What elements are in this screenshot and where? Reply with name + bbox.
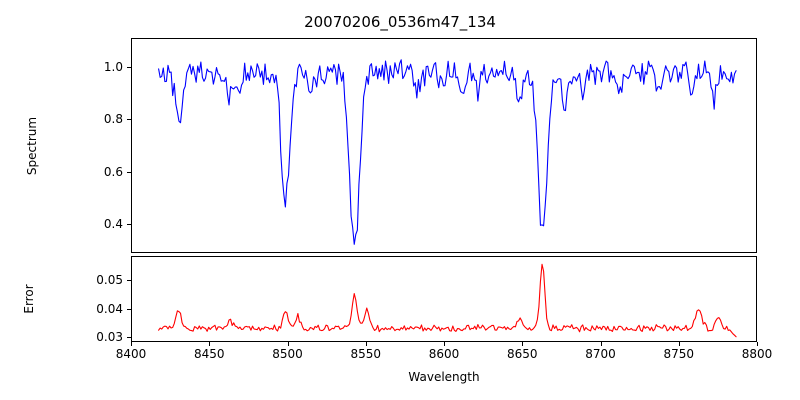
xtick-8400: 8400 [115,347,147,361]
spectrum-ytick-mark-1.0 [127,66,131,68]
xtick-mark-8600 [444,342,445,346]
spectrum-ytick-mark-0.8 [127,119,131,121]
error-y-axis-label: Error [22,284,36,314]
xtick-8800: 8800 [741,347,773,361]
xtick-mark-8650 [522,342,524,346]
spectrum-plot-area [131,38,757,253]
spectrum-ytick-0.8: 0.8 [103,112,123,127]
error-line-series [158,263,737,338]
spectrum-ytick-mark-0.4 [127,224,131,226]
error-plot-area [131,256,757,342]
error-ytick-mark-0.03 [127,337,131,339]
spectrum-ytick-0.4: 0.4 [103,217,123,232]
xtick-8450: 8450 [193,347,225,361]
error-ytick-0.04: 0.04 [96,301,123,316]
xtick-mark-8700 [600,342,602,346]
xtick-8650: 8650 [506,347,538,361]
error-ytick-mark-0.04 [127,308,131,310]
spectrum-ytick-0.6: 0.6 [103,164,123,179]
xtick-8550: 8550 [350,347,382,361]
xtick-mark-8550 [365,342,367,346]
xtick-8700: 8700 [585,347,616,361]
spectrum-line-series [158,59,737,245]
x-axis-label: Wavelength [408,370,480,384]
xtick-mark-8500 [287,342,289,346]
spectrum-y-axis-label: Spectrum [25,116,39,176]
xtick-mark-8450 [209,342,211,346]
xtick-8600: 8600 [428,347,460,361]
xtick-8750: 8750 [663,347,695,361]
figure-title: 20070206_0536m47_134 [304,13,496,31]
xtick-mark-8750 [678,342,680,346]
error-ytick-mark-0.05 [127,280,131,282]
spectrum-ytick-1.0: 1.0 [103,59,123,74]
error-ytick-0.05: 0.05 [96,273,123,288]
xtick-mark-8800 [757,342,758,346]
error-ytick-0.03: 0.03 [96,330,123,345]
xtick-mark-8400 [131,342,132,346]
xtick-8500: 8500 [272,347,303,361]
spectrum-ytick-mark-0.6 [127,171,131,173]
